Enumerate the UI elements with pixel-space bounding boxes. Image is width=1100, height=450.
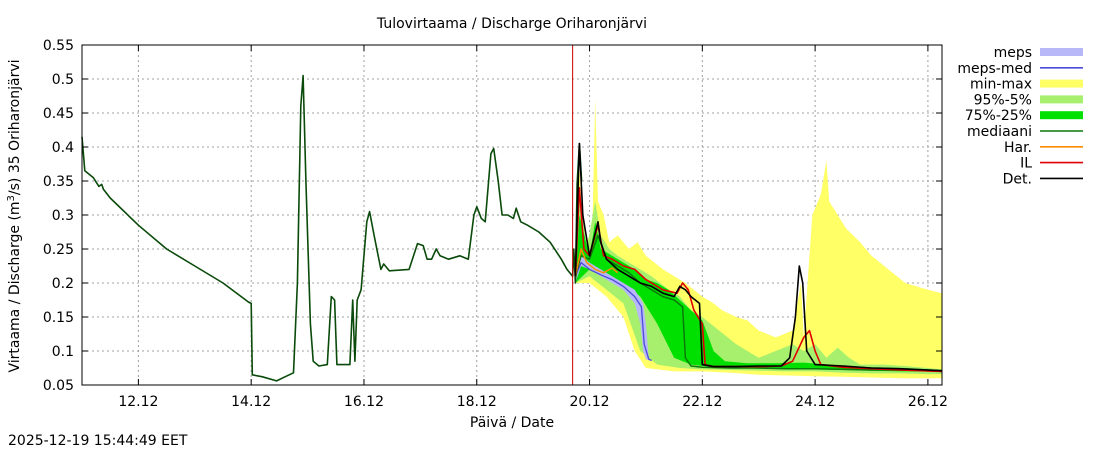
legend: mepsmeps-medmin-max95%-5%75%-25%mediaani… <box>957 45 1083 187</box>
legend-swatch-p95-5 <box>1040 95 1083 104</box>
y-axis-label: Virtaama / Discharge (m3/s) 35 Oriharonj… <box>6 59 23 372</box>
legend-label-meps: meps <box>994 45 1032 61</box>
forecast-bands <box>575 99 942 379</box>
y-tick-label: 0.25 <box>43 242 74 258</box>
legend-label-har: Har. <box>1004 140 1032 156</box>
legend-label-min-max: min-max <box>970 77 1032 93</box>
line-observed <box>81 74 583 382</box>
legend-swatch-p75-25 <box>1040 111 1083 120</box>
x-tick-label: 12.12 <box>118 394 158 410</box>
x-tick-label: 16.12 <box>344 394 384 410</box>
legend-swatch-meps <box>1040 48 1083 56</box>
y-axis-label-tail: /s) 35 Oriharonjärvi <box>7 59 23 195</box>
legend-label-p95-5: 95%-5% <box>974 92 1032 108</box>
y-tick-label: 0.05 <box>43 378 74 394</box>
x-tick-label: 20.12 <box>569 394 609 410</box>
x-axis-label: Päivä / Date <box>470 415 554 431</box>
x-tick-label: 24.12 <box>795 394 835 410</box>
legend-label-det: Det. <box>1003 171 1032 187</box>
legend-label-p75-25: 75%-25% <box>965 108 1032 124</box>
y-tick-label: 0.1 <box>52 344 74 360</box>
legend-label-il: IL <box>1020 156 1032 172</box>
chart-title: Tulovirtaama / Discharge Oriharonjärvi <box>376 16 647 32</box>
y-axis-ticks: 0.05 0.1 0.15 0.2 0.25 0.3 0.35 0.4 0.45 0.5 0.55 <box>43 38 942 394</box>
line-meps-med <box>574 261 652 362</box>
y-tick-label: 0.5 <box>52 72 74 88</box>
y-tick-label: 0.4 <box>52 140 74 156</box>
y-tick-label: 0.55 <box>43 38 74 54</box>
y-tick-label: 0.35 <box>43 174 74 190</box>
line-il <box>574 187 943 373</box>
series-lines <box>81 74 943 382</box>
line-har <box>574 248 619 277</box>
y-axis-label-main: Virtaama / Discharge (m <box>7 201 23 372</box>
legend-label-mediaani: mediaani <box>967 124 1032 140</box>
x-tick-label: 14.12 <box>231 394 271 410</box>
band-75-25 <box>575 215 942 372</box>
x-axis-ticks: 12.12 14.12 16.12 18.12 20.12 22.12 24.12 26.12 <box>118 45 948 410</box>
line-det <box>574 142 943 372</box>
band-meps <box>575 255 652 362</box>
legend-swatch-min-max <box>1040 79 1083 88</box>
legend-label-meps-med: meps-med <box>957 61 1032 77</box>
y-tick-label: 0.2 <box>52 276 74 292</box>
y-tick-label: 0.3 <box>52 208 74 224</box>
y-axis-label-superscript: 3 <box>6 195 17 201</box>
x-tick-label: 26.12 <box>908 394 948 410</box>
timestamp: 2025-12-19 15:44:49 EET <box>8 433 188 449</box>
y-tick-label: 0.45 <box>43 106 74 122</box>
x-tick-label: 18.12 <box>457 394 497 410</box>
y-tick-label: 0.15 <box>43 310 74 326</box>
x-tick-label: 22.12 <box>682 394 722 410</box>
